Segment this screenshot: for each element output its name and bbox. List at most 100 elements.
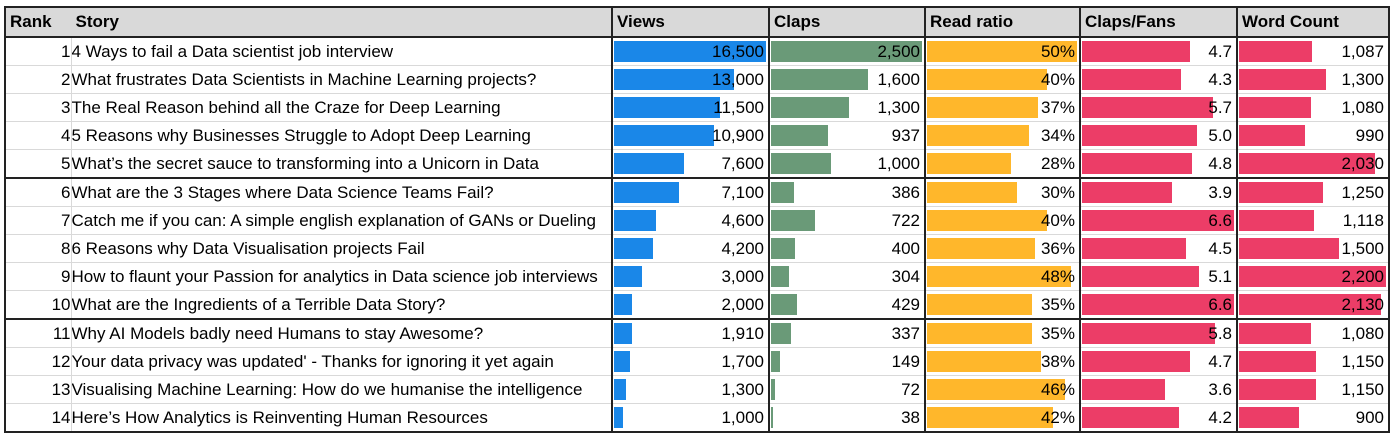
views-cell[interactable]: 3,000 — [611, 262, 770, 291]
rank-cell[interactable]: 1 — [4, 36, 72, 66]
story-cell[interactable]: The Real Reason behind all the Craze for… — [70, 93, 613, 122]
claps-fans-cell[interactable]: 4.3 — [1079, 65, 1238, 94]
read-ratio-cell[interactable]: 42% — [924, 403, 1081, 433]
word-count-cell[interactable]: 1,150 — [1236, 375, 1390, 404]
story-cell[interactable]: How to flaunt your Passion for analytics… — [70, 262, 613, 291]
story-cell[interactable]: Visualising Machine Learning: How do we … — [70, 375, 613, 404]
read-ratio-cell[interactable]: 48% — [924, 262, 1081, 291]
claps-fans-cell[interactable]: 4.8 — [1079, 149, 1238, 179]
story-cell[interactable]: Catch me if you can: A simple english ex… — [70, 206, 613, 235]
claps-cell[interactable]: 72 — [768, 375, 926, 404]
claps-fans-cell[interactable]: 5.7 — [1079, 93, 1238, 122]
claps-fans-cell[interactable]: 5.1 — [1079, 262, 1238, 291]
views-cell[interactable]: 4,600 — [611, 206, 770, 235]
read-ratio-cell[interactable]: 46% — [924, 375, 1081, 404]
story-cell[interactable]: 5 Reasons why Businesses Struggle to Ado… — [70, 121, 613, 150]
story-cell[interactable]: 4 Ways to fail a Data scientist job inte… — [70, 36, 613, 66]
story-cell[interactable]: What are the Ingredients of a Terrible D… — [70, 290, 613, 320]
word-count-cell[interactable]: 2,030 — [1236, 149, 1390, 179]
read-ratio-cell[interactable]: 34% — [924, 121, 1081, 150]
claps-fans-cell[interactable]: 3.6 — [1079, 375, 1238, 404]
rank-cell[interactable]: 13 — [4, 375, 72, 404]
story-cell[interactable]: Here’s How Analytics is Reinventing Huma… — [70, 403, 613, 433]
claps-fans-cell[interactable]: 6.6 — [1079, 206, 1238, 235]
rank-cell[interactable]: 10 — [4, 290, 72, 320]
views-cell[interactable]: 1,300 — [611, 375, 770, 404]
claps-fans-cell[interactable]: 4.7 — [1079, 347, 1238, 376]
claps-fans-cell[interactable]: 5.8 — [1079, 318, 1238, 348]
read-ratio-cell[interactable]: 50% — [924, 36, 1081, 66]
word-count-cell[interactable]: 1,300 — [1236, 65, 1390, 94]
claps-cell[interactable]: 429 — [768, 290, 926, 320]
claps-cell[interactable]: 1,000 — [768, 149, 926, 179]
rank-cell[interactable]: 14 — [4, 403, 72, 433]
word-count-cell[interactable]: 2,130 — [1236, 290, 1390, 320]
read-ratio-cell[interactable]: 28% — [924, 149, 1081, 179]
claps-cell[interactable]: 1,300 — [768, 93, 926, 122]
rank-cell[interactable]: 11 — [4, 318, 72, 348]
header-views[interactable]: Views — [611, 6, 770, 38]
word-count-cell[interactable]: 990 — [1236, 121, 1390, 150]
claps-fans-cell[interactable]: 6.6 — [1079, 290, 1238, 320]
read-ratio-cell[interactable]: 38% — [924, 347, 1081, 376]
views-cell[interactable]: 11,500 — [611, 93, 770, 122]
views-cell[interactable]: 16,500 — [611, 36, 770, 66]
word-count-cell[interactable]: 1,250 — [1236, 177, 1390, 207]
views-cell[interactable]: 7,600 — [611, 149, 770, 179]
word-count-cell[interactable]: 1,080 — [1236, 93, 1390, 122]
read-ratio-cell[interactable]: 40% — [924, 65, 1081, 94]
views-cell[interactable]: 1,000 — [611, 403, 770, 433]
rank-cell[interactable]: 12 — [4, 347, 72, 376]
read-ratio-cell[interactable]: 35% — [924, 290, 1081, 320]
read-ratio-cell[interactable]: 40% — [924, 206, 1081, 235]
views-cell[interactable]: 2,000 — [611, 290, 770, 320]
word-count-cell[interactable]: 1,118 — [1236, 206, 1390, 235]
rank-cell[interactable]: 6 — [4, 177, 72, 207]
header-claps-fans[interactable]: Claps/Fans — [1079, 6, 1238, 38]
views-cell[interactable]: 4,200 — [611, 234, 770, 263]
claps-cell[interactable]: 937 — [768, 121, 926, 150]
claps-fans-cell[interactable]: 3.9 — [1079, 177, 1238, 207]
story-cell[interactable]: What frustrates Data Scientists in Machi… — [70, 65, 613, 94]
views-cell[interactable]: 7,100 — [611, 177, 770, 207]
word-count-cell[interactable]: 1,150 — [1236, 347, 1390, 376]
rank-cell[interactable]: 7 — [4, 206, 72, 235]
claps-fans-cell[interactable]: 4.7 — [1079, 36, 1238, 66]
header-claps[interactable]: Claps — [768, 6, 926, 38]
claps-cell[interactable]: 2,500 — [768, 36, 926, 66]
claps-cell[interactable]: 38 — [768, 403, 926, 433]
claps-cell[interactable]: 386 — [768, 177, 926, 207]
word-count-cell[interactable]: 900 — [1236, 403, 1390, 433]
claps-cell[interactable]: 400 — [768, 234, 926, 263]
story-cell[interactable]: What are the 3 Stages where Data Science… — [70, 177, 613, 207]
word-count-cell[interactable]: 1,080 — [1236, 318, 1390, 348]
word-count-cell[interactable]: 1,087 — [1236, 36, 1390, 66]
word-count-cell[interactable]: 2,200 — [1236, 262, 1390, 291]
header-story[interactable]: Story — [70, 6, 613, 38]
claps-fans-cell[interactable]: 5.0 — [1079, 121, 1238, 150]
claps-cell[interactable]: 722 — [768, 206, 926, 235]
claps-cell[interactable]: 1,600 — [768, 65, 926, 94]
read-ratio-cell[interactable]: 36% — [924, 234, 1081, 263]
header-read-ratio[interactable]: Read ratio — [924, 6, 1081, 38]
story-cell[interactable]: 6 Reasons why Data Visualisation project… — [70, 234, 613, 263]
views-cell[interactable]: 1,700 — [611, 347, 770, 376]
header-rank[interactable]: Rank — [4, 6, 72, 38]
claps-cell[interactable]: 304 — [768, 262, 926, 291]
views-cell[interactable]: 13,000 — [611, 65, 770, 94]
claps-fans-cell[interactable]: 4.2 — [1079, 403, 1238, 433]
views-cell[interactable]: 10,900 — [611, 121, 770, 150]
views-cell[interactable]: 1,910 — [611, 318, 770, 348]
read-ratio-cell[interactable]: 35% — [924, 318, 1081, 348]
rank-cell[interactable]: 5 — [4, 149, 72, 179]
rank-cell[interactable]: 3 — [4, 93, 72, 122]
word-count-cell[interactable]: 1,500 — [1236, 234, 1390, 263]
claps-cell[interactable]: 149 — [768, 347, 926, 376]
story-cell[interactable]: Why AI Models badly need Humans to stay … — [70, 318, 613, 348]
rank-cell[interactable]: 9 — [4, 262, 72, 291]
rank-cell[interactable]: 4 — [4, 121, 72, 150]
read-ratio-cell[interactable]: 37% — [924, 93, 1081, 122]
claps-fans-cell[interactable]: 4.5 — [1079, 234, 1238, 263]
story-cell[interactable]: Your data privacy was updated' - Thanks … — [70, 347, 613, 376]
read-ratio-cell[interactable]: 30% — [924, 177, 1081, 207]
